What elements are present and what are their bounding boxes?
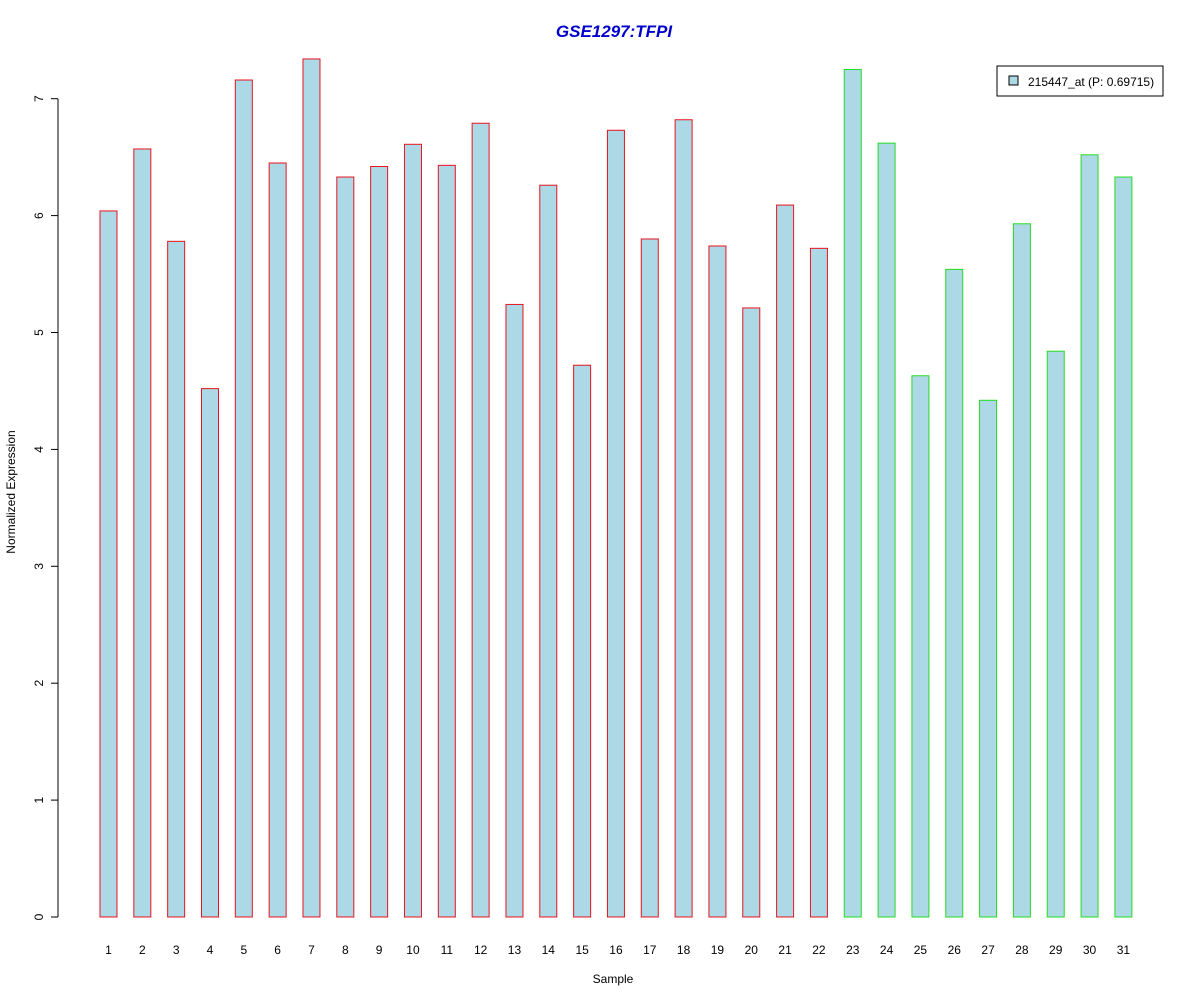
bar-sample-30 <box>1080 154 1099 918</box>
x-tick-label: 20 <box>745 943 759 957</box>
bar-sample-28 <box>1012 223 1031 918</box>
bar-sample-22 <box>809 247 828 918</box>
x-tick-label: 24 <box>880 943 894 957</box>
bar-sample-20 <box>742 307 761 918</box>
bar-sample-26 <box>945 268 964 918</box>
bar-sample-10 <box>403 143 422 918</box>
bar-sample-19 <box>708 245 727 918</box>
bar-sample-5 <box>234 79 253 918</box>
x-tick-label: 9 <box>376 943 383 957</box>
x-tick-label: 11 <box>441 943 454 957</box>
bar-sample-1 <box>99 210 118 918</box>
legend-swatch <box>1008 75 1019 86</box>
x-tick-label: 19 <box>711 943 725 957</box>
legend-entry-label: 215447_at (P: 0.69715) <box>1028 75 1154 89</box>
y-tick-label: 1 <box>32 796 46 803</box>
x-tick-label: 13 <box>508 943 522 957</box>
x-tick-label: 22 <box>812 943 826 957</box>
x-tick-label: 31 <box>1117 943 1131 957</box>
x-tick-label: 15 <box>575 943 589 957</box>
bar-sample-2 <box>133 148 152 918</box>
bar-sample-4 <box>200 388 219 918</box>
x-tick-label: 29 <box>1049 943 1063 957</box>
bar-sample-16 <box>606 129 625 918</box>
y-tick-label: 7 <box>32 95 46 102</box>
bar-sample-17 <box>640 238 659 918</box>
x-tick-label: 25 <box>914 943 928 957</box>
bar-sample-18 <box>674 119 693 918</box>
bar-sample-31 <box>1114 176 1133 918</box>
x-axis-tick-labels: 1 2 3 4 5 6 7 8 9 10 11 12 13 14 15 16 17 18 19 20 21 22 23 24 2… <box>105 943 1130 957</box>
x-tick-label: 28 <box>1015 943 1029 957</box>
bar-sample-29 <box>1046 350 1065 918</box>
bar-sample-11 <box>437 164 456 918</box>
bar-sample-15 <box>573 364 592 918</box>
x-tick-label: 21 <box>778 943 792 957</box>
x-tick-label: 5 <box>240 943 247 957</box>
y-tick-label: 4 <box>32 446 46 453</box>
y-axis-label: Normalized Expression <box>4 430 18 553</box>
bar-sample-25 <box>911 375 930 918</box>
bar-sample-27 <box>979 399 998 918</box>
bar-sample-24 <box>877 142 896 918</box>
bar-sample-3 <box>167 240 186 918</box>
bar-sample-12 <box>471 122 490 918</box>
bars <box>99 58 1133 918</box>
x-tick-label: 30 <box>1083 943 1097 957</box>
x-tick-label: 6 <box>274 943 281 957</box>
bar-sample-8 <box>336 176 355 918</box>
legend: 215447_at (P: 0.69715) <box>996 65 1164 97</box>
x-tick-label: 16 <box>609 943 623 957</box>
bar-sample-23 <box>843 68 862 918</box>
x-tick-label: 10 <box>406 943 420 957</box>
y-tick-label: 5 <box>32 329 46 336</box>
x-tick-label: 8 <box>342 943 349 957</box>
x-tick-label: 26 <box>948 943 962 957</box>
x-tick-label: 18 <box>677 943 691 957</box>
y-tick-label: 6 <box>32 212 46 219</box>
y-axis-ticks: 0 1 2 3 4 5 6 7 <box>32 95 58 920</box>
x-tick-label: 7 <box>308 943 315 957</box>
chart-title: GSE1297:TFPI <box>556 22 673 41</box>
bar-sample-13 <box>505 303 524 918</box>
bar-sample-6 <box>268 162 287 918</box>
bar-sample-21 <box>776 204 795 918</box>
bar-sample-7 <box>302 58 321 918</box>
x-tick-label: 23 <box>846 943 860 957</box>
legend-box <box>996 65 1164 97</box>
x-axis-label: Sample <box>593 972 634 986</box>
y-tick-label: 3 <box>32 563 46 570</box>
y-tick-label: 0 <box>32 913 46 920</box>
x-tick-label: 17 <box>643 943 657 957</box>
x-tick-label: 2 <box>139 943 146 957</box>
x-tick-label: 3 <box>173 943 180 957</box>
x-tick-label: 1 <box>105 943 112 957</box>
x-tick-label: 4 <box>207 943 214 957</box>
bar-sample-14 <box>539 184 558 918</box>
y-tick-label: 2 <box>32 680 46 687</box>
x-tick-label: 14 <box>542 943 556 957</box>
x-tick-label: 12 <box>474 943 488 957</box>
bar-sample-9 <box>370 166 389 918</box>
x-tick-label: 27 <box>981 943 995 957</box>
